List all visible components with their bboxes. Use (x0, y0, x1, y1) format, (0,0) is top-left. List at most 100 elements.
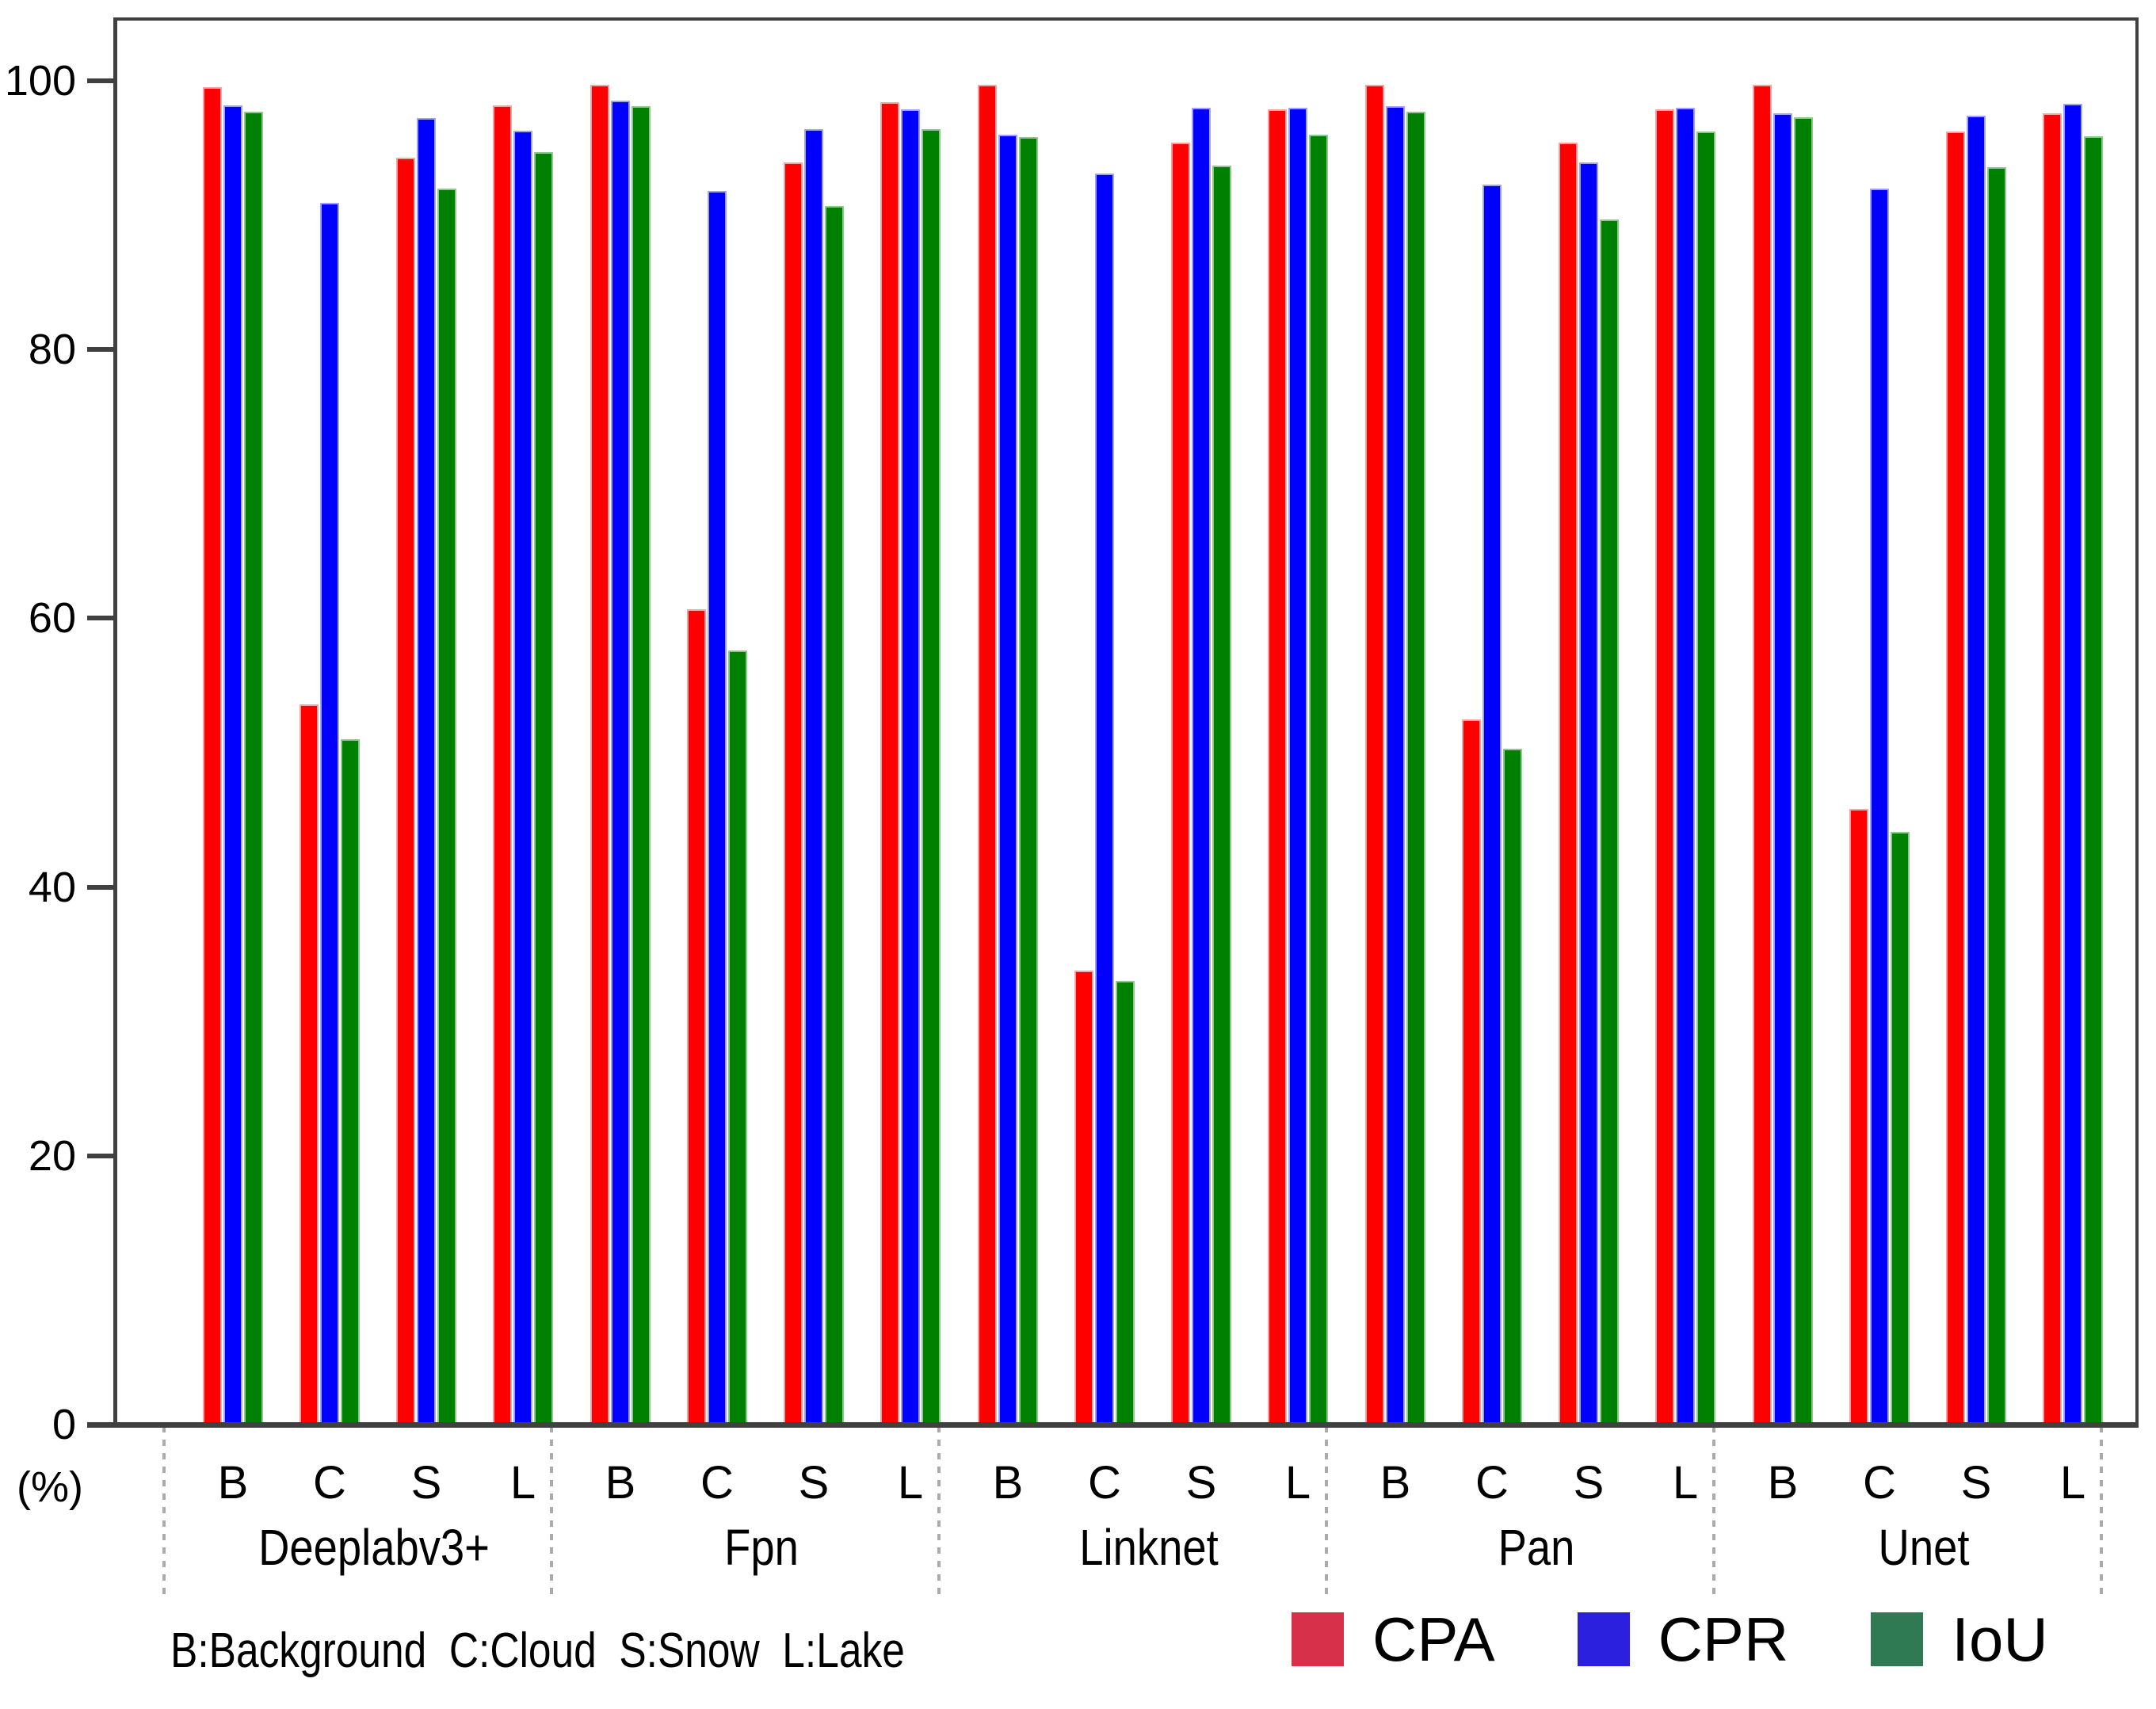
category-abbreviation-key: B:Background C:Cloud S:Snow L:Lake (170, 1623, 905, 1678)
y-tick-mark (87, 347, 116, 353)
bar-Fpn-L-CPA (880, 102, 899, 1428)
bar-Pan-C-CPR (1482, 184, 1502, 1428)
bar-Linknet-L-IoU (1309, 134, 1328, 1428)
bar-Deeplabv3+-B-CPA (203, 87, 222, 1428)
y-tick-label: 0 (52, 1401, 76, 1448)
y-axis-line (113, 17, 117, 1428)
bar-Fpn-C-CPA (687, 608, 706, 1428)
bar-Deeplabv3+-S-IoU (437, 188, 456, 1428)
category-tick-label: L (509, 1457, 536, 1509)
bar-Deeplabv3+-C-CPA (300, 704, 319, 1428)
group-label: Deeplabv3+ (258, 1519, 490, 1576)
bar-Unet-S-CPR (1967, 116, 1986, 1428)
bar-Unet-C-IoU (1891, 832, 1910, 1428)
bar-Fpn-L-CPR (901, 109, 920, 1428)
group-separator (1325, 1426, 1328, 1596)
bar-Linknet-C-IoU (1116, 981, 1135, 1428)
category-tick-label: L (1284, 1457, 1311, 1509)
group-label: Fpn (724, 1519, 799, 1576)
group-label: Pan (1498, 1519, 1575, 1576)
plot-border-right (2135, 17, 2139, 1428)
category-tick-label: B (1767, 1457, 1799, 1509)
bar-Unet-S-CPA (1946, 132, 1965, 1428)
bar-Unet-C-CPR (1870, 188, 1889, 1428)
group-separator (937, 1426, 941, 1596)
bar-Linknet-S-IoU (1212, 165, 1231, 1428)
bar-Linknet-S-CPR (1192, 107, 1211, 1428)
category-tick-label: C (1088, 1457, 1121, 1509)
category-tick-label: L (1672, 1457, 1699, 1509)
bar-Pan-L-CPR (1676, 107, 1695, 1428)
bar-Linknet-C-CPA (1074, 970, 1093, 1428)
bar-Unet-B-IoU (1794, 116, 1813, 1428)
bar-Pan-B-CPR (1386, 106, 1405, 1428)
category-tick-label: S (1573, 1457, 1605, 1509)
category-tick-label: L (897, 1457, 924, 1509)
bar-Linknet-C-CPR (1095, 174, 1114, 1428)
bar-Unet-L-CPA (2043, 113, 2062, 1428)
x-axis-line (87, 1422, 2139, 1428)
plot-border-top (113, 17, 2139, 21)
bar-Linknet-B-IoU (1019, 137, 1038, 1428)
y-tick-label: 20 (28, 1131, 76, 1180)
y-tick-mark (87, 616, 116, 621)
category-tick-label: B (217, 1457, 249, 1509)
y-tick-label: 80 (28, 326, 76, 374)
legend-swatch-iou (1871, 1612, 1924, 1666)
y-tick-mark (87, 884, 116, 890)
category-tick-label: L (2059, 1457, 2086, 1509)
group-separator (2100, 1426, 2103, 1596)
bar-Deeplabv3+-L-CPR (513, 130, 532, 1428)
category-tick-label: B (992, 1457, 1024, 1509)
y-tick-mark (87, 78, 116, 83)
bar-Pan-S-CPA (1559, 143, 1578, 1428)
bar-Linknet-S-CPA (1171, 143, 1190, 1428)
category-tick-label: C (1475, 1457, 1509, 1509)
bar-Linknet-L-CPA (1268, 109, 1287, 1428)
y-tick-label: 40 (28, 863, 76, 911)
legend-swatch-cpr (1577, 1612, 1630, 1666)
bar-Fpn-B-IoU (632, 106, 651, 1428)
category-tick-label: C (700, 1457, 734, 1509)
bar-Pan-B-IoU (1406, 112, 1425, 1428)
category-tick-label: B (605, 1457, 636, 1509)
legend-item-cpa: CPA (1292, 1608, 1495, 1670)
bar-Linknet-B-CPR (998, 134, 1017, 1428)
bar-Unet-C-CPA (1849, 809, 1868, 1428)
bar-Pan-C-CPA (1462, 719, 1481, 1428)
category-tick-label: B (1379, 1457, 1411, 1509)
y-tick-label: 100 (4, 57, 76, 105)
bar-Deeplabv3+-B-IoU (244, 112, 263, 1428)
category-tick-label: S (1960, 1457, 1992, 1509)
legend-item-iou: IoU (1871, 1608, 2048, 1670)
bar-Unet-B-CPA (1753, 85, 1772, 1428)
bar-Deeplabv3+-C-IoU (341, 739, 360, 1428)
bar-Fpn-S-IoU (825, 205, 844, 1428)
group-separator (550, 1426, 553, 1596)
bar-Deeplabv3+-S-CPR (417, 118, 436, 1428)
bar-Unet-L-IoU (2084, 135, 2103, 1428)
legend-label-cpa: CPA (1372, 1604, 1495, 1674)
legend-swatch-cpa (1292, 1612, 1344, 1666)
group-separator (162, 1426, 166, 1596)
y-tick-mark (87, 1153, 116, 1158)
bar-Pan-S-IoU (1600, 219, 1619, 1428)
bar-Fpn-L-IoU (922, 129, 941, 1428)
bar-Linknet-L-CPR (1288, 107, 1307, 1428)
bar-Pan-S-CPR (1579, 162, 1598, 1428)
group-label: Linknet (1079, 1519, 1219, 1576)
bar-Fpn-C-CPR (708, 191, 727, 1428)
bar-Unet-B-CPR (1773, 113, 1792, 1428)
y-axis-unit-label: (%) (17, 1463, 83, 1511)
bar-Unet-S-IoU (1987, 166, 2006, 1428)
bar-Fpn-B-CPR (611, 101, 630, 1428)
bar-Pan-C-IoU (1503, 748, 1522, 1428)
bar-Deeplabv3+-C-CPR (320, 203, 339, 1428)
bar-Fpn-B-CPA (590, 85, 609, 1428)
bar-Unet-L-CPR (2063, 103, 2082, 1428)
bar-Deeplabv3+-S-CPA (396, 157, 415, 1428)
group-separator (1712, 1426, 1715, 1596)
legend: CPA CPR IoU (1292, 1604, 2048, 1675)
y-tick-label: 60 (28, 594, 76, 643)
